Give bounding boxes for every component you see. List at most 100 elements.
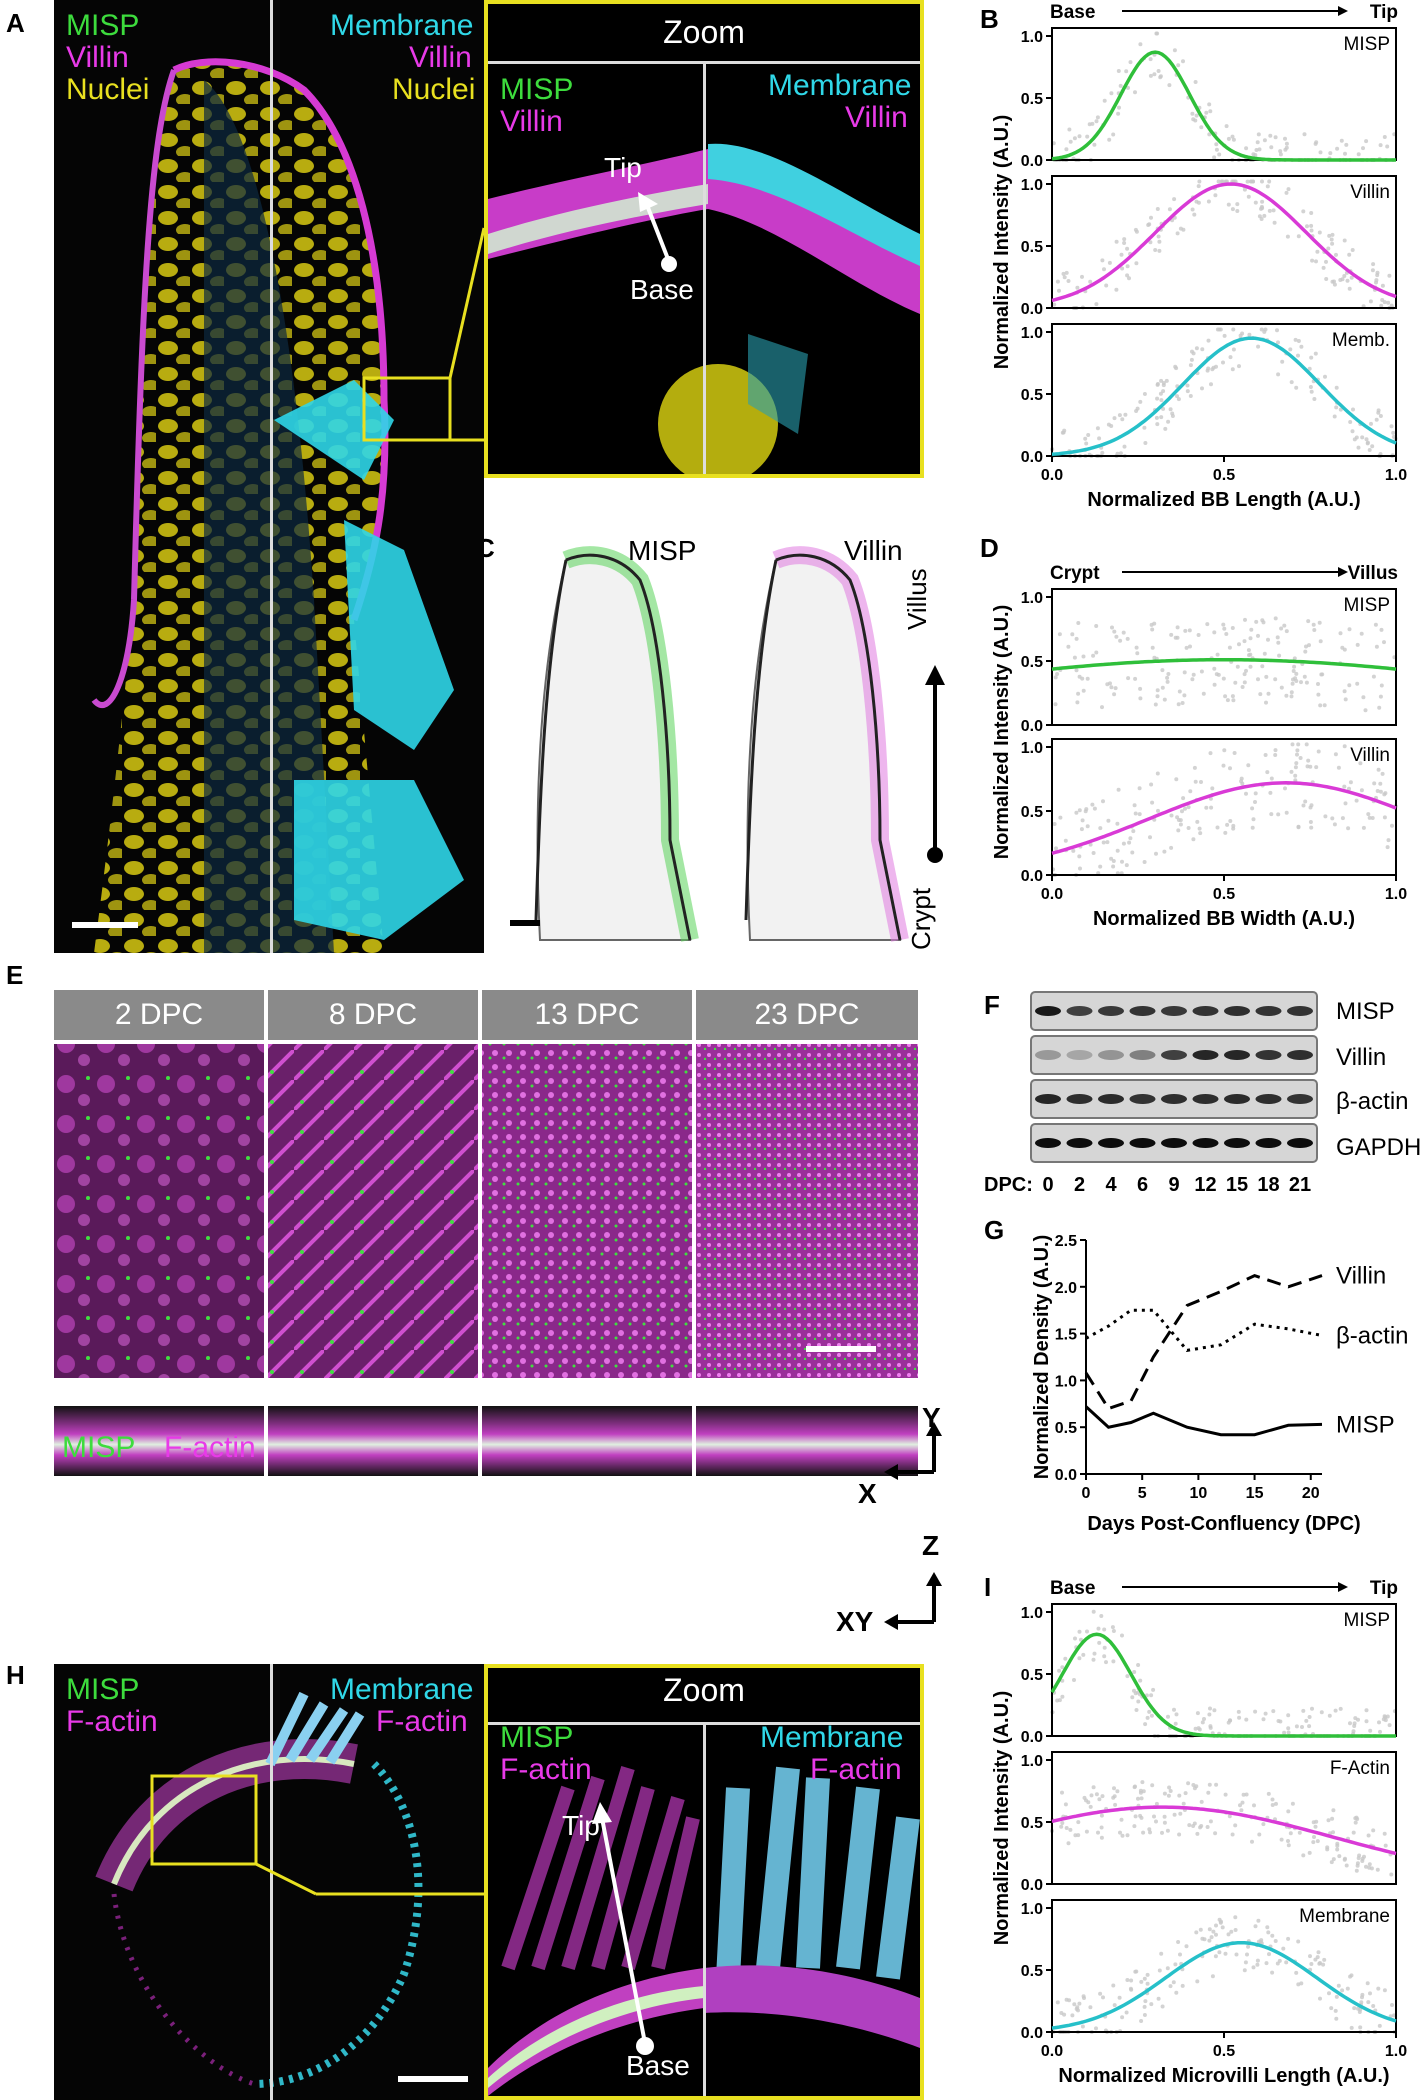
scatter-point: [1086, 433, 1091, 437]
blot-band: [1224, 1050, 1250, 1060]
scatter-point: [1332, 822, 1337, 827]
scatter-point: [1237, 642, 1241, 647]
scatter-point: [1373, 622, 1378, 627]
scatter-point: [1284, 810, 1289, 815]
scatter-point: [1284, 693, 1289, 698]
scatter-point: [1168, 1984, 1173, 1989]
dpc-micrograph-illustrations: [54, 990, 918, 1476]
scatter-point: [1221, 676, 1226, 681]
scatter-point: [1390, 2003, 1394, 2007]
x-tick-label: 15: [1246, 1485, 1264, 1502]
y-tick-label: 1.0: [1021, 177, 1043, 194]
c-label-villin: Villin: [844, 535, 903, 566]
scatter-point: [1180, 1983, 1185, 1988]
scatter-point: [1259, 204, 1264, 209]
y-tick-label: 0.5: [1021, 804, 1043, 821]
scatter-point: [1249, 179, 1254, 184]
scatter-point: [1138, 696, 1143, 701]
scatter-point: [1126, 85, 1130, 90]
scatter-point: [1215, 825, 1220, 830]
y-tick-label: 1.0: [1021, 740, 1043, 757]
scatter-point: [1120, 1833, 1125, 1838]
scatter-point: [1316, 1950, 1321, 1955]
scatter-point: [1070, 2013, 1075, 2018]
scatter-point: [1322, 1957, 1327, 1962]
blot-band: [1098, 1006, 1124, 1016]
scatter-point: [1084, 1829, 1089, 1834]
scatter-point: [1266, 637, 1270, 642]
scatter-point: [1057, 288, 1061, 293]
scatter-point: [1325, 1847, 1330, 1852]
chart-header-left: Base: [1050, 1578, 1095, 1599]
scatter-point: [1199, 780, 1203, 784]
scatter-point: [1136, 1663, 1141, 1667]
scatter-point: [1166, 1714, 1170, 1719]
scatter-point: [1390, 823, 1394, 828]
scatter-point: [1377, 705, 1382, 710]
scatter-point: [1383, 1843, 1388, 1848]
scatter-point: [1077, 854, 1082, 859]
scatter-point: [1296, 353, 1300, 358]
scatter-point: [1121, 630, 1126, 635]
f-lane-label: 0: [1042, 1174, 1054, 1196]
scatter-point: [1133, 1784, 1137, 1789]
scatter-point: [1296, 1939, 1301, 1944]
scatter-point: [1269, 776, 1274, 781]
scatter-point: [1085, 1629, 1089, 1634]
scatter-point: [1284, 629, 1289, 634]
scatter-point: [1112, 629, 1117, 634]
blot-band: [1035, 1050, 1061, 1060]
scatter-point: [1156, 808, 1160, 813]
scatter-point: [1139, 2019, 1144, 2023]
scatter-point: [1294, 1724, 1299, 1729]
scatter-point: [1365, 1981, 1370, 1986]
a-label-nuclei-right: Nuclei: [392, 73, 476, 106]
scatter-point: [1209, 805, 1214, 810]
scatter-point: [1131, 829, 1136, 834]
scatter-point: [1371, 262, 1376, 267]
y-tick-label: 1.0: [1021, 1753, 1043, 1770]
scatter-point: [1343, 801, 1348, 806]
scatter-point: [1314, 1819, 1319, 1824]
scatter-point: [1202, 1937, 1207, 1942]
scatter-point: [1120, 417, 1125, 422]
scatter-point: [1290, 681, 1295, 686]
scatter-point: [1286, 1809, 1291, 1814]
scatter-point: [1358, 2025, 1363, 2030]
scatter-point: [1285, 234, 1290, 239]
scatter-point: [1329, 1860, 1334, 1865]
y-tick-label: 0.0: [1021, 1877, 1043, 1894]
f-dpc-label: DPC:: [984, 1174, 1033, 1196]
scatter-point: [1339, 138, 1344, 143]
scatter-point: [1207, 1938, 1212, 1943]
scatter-point: [1244, 1792, 1249, 1797]
scatter-point: [1175, 625, 1180, 630]
scatter-point: [1160, 668, 1165, 673]
y-tick-label: 2.5: [1055, 1233, 1077, 1250]
scatter-point: [1380, 283, 1385, 288]
scatter-point: [1174, 777, 1179, 782]
scatter-point: [1317, 230, 1322, 235]
scatter-point: [1329, 237, 1334, 242]
scatter-point: [1289, 694, 1294, 699]
scatter-point: [1237, 1715, 1242, 1720]
scatter-point: [1165, 679, 1170, 684]
scatter-point: [1084, 441, 1089, 446]
scatter-point: [1273, 135, 1278, 140]
scatter-point: [1202, 1717, 1206, 1721]
scatter-point: [1263, 327, 1268, 332]
scatter-point: [1303, 649, 1308, 654]
scatter-point: [1193, 118, 1198, 123]
scatter-point: [1385, 845, 1390, 850]
scatter-point: [1117, 413, 1122, 418]
scatter-point: [1208, 751, 1213, 756]
scatter-point: [1094, 119, 1099, 124]
scatter-point: [1160, 2004, 1165, 2009]
scatter-point: [1124, 2010, 1129, 2015]
scatter-point: [1120, 2015, 1125, 2020]
x-tick-label: 0.0: [1041, 886, 1063, 903]
plot-frame: [1051, 27, 1397, 161]
scatter-point: [1134, 1708, 1139, 1712]
scatter-point: [1376, 767, 1381, 772]
scatter-point: [1154, 1801, 1159, 1806]
